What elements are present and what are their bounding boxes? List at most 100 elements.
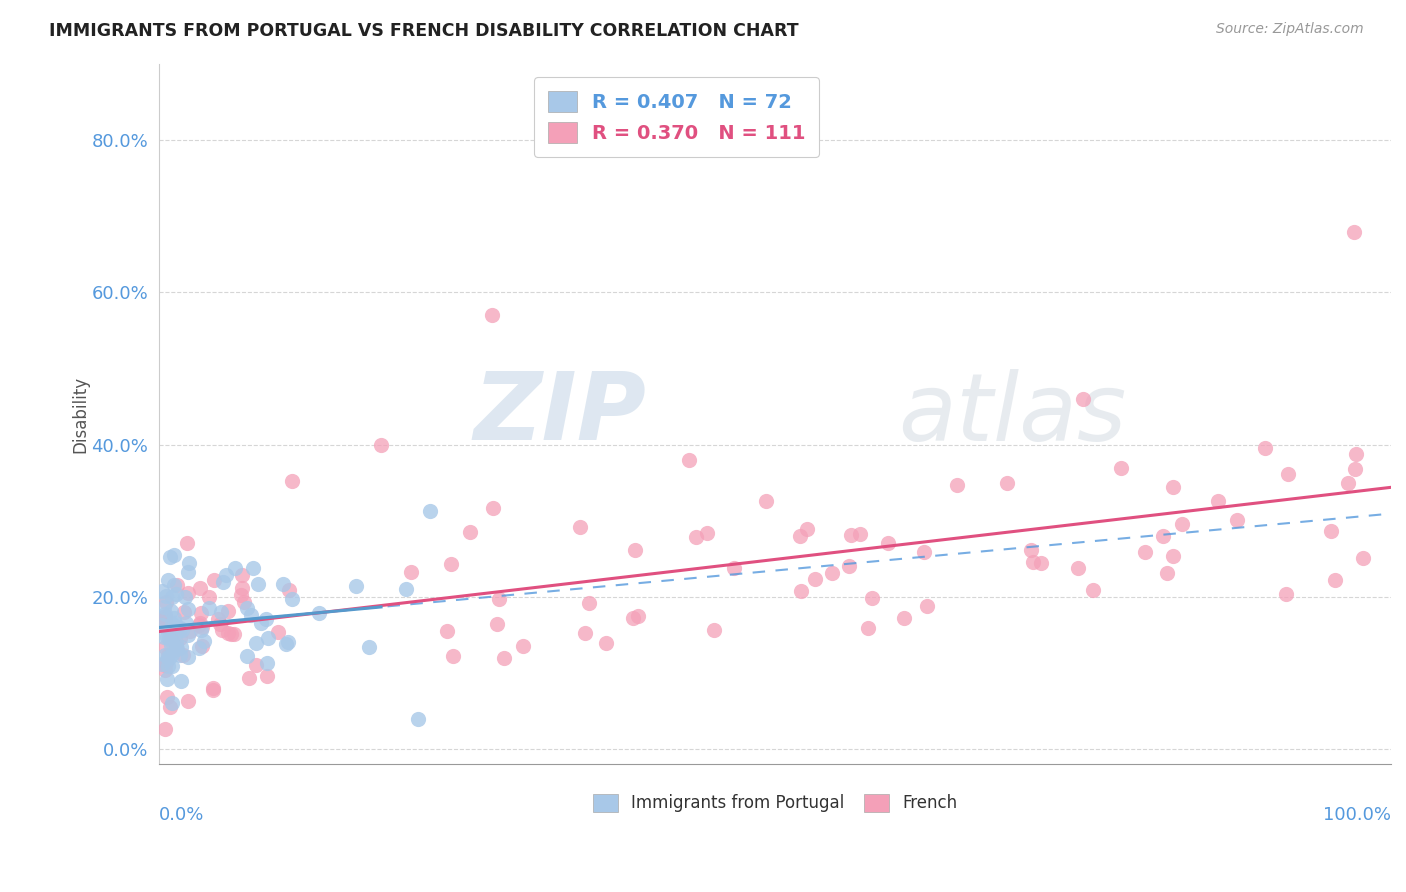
Point bbox=[160, 638, 183, 652]
Point bbox=[159, 550, 181, 565]
Point bbox=[1071, 392, 1094, 406]
Point bbox=[172, 648, 194, 662]
Point bbox=[804, 572, 827, 586]
Point bbox=[179, 624, 201, 639]
Point bbox=[169, 631, 191, 645]
Point bbox=[789, 529, 811, 543]
Point bbox=[169, 648, 191, 662]
Point bbox=[399, 565, 422, 579]
Point bbox=[165, 626, 187, 640]
Point bbox=[1344, 447, 1367, 461]
Point bbox=[1152, 529, 1174, 543]
Point bbox=[1351, 550, 1374, 565]
Point bbox=[494, 650, 516, 665]
Point bbox=[267, 625, 290, 640]
Point bbox=[163, 611, 186, 625]
Point bbox=[277, 634, 299, 648]
Point bbox=[839, 528, 862, 542]
Text: ZIP: ZIP bbox=[472, 368, 645, 460]
Point bbox=[877, 535, 900, 549]
Point bbox=[177, 694, 200, 708]
Point bbox=[152, 630, 174, 644]
Point bbox=[1019, 543, 1042, 558]
Point bbox=[190, 606, 212, 620]
Point bbox=[1254, 441, 1277, 455]
Point bbox=[256, 656, 278, 670]
Point bbox=[156, 690, 179, 705]
Point bbox=[277, 582, 299, 597]
Point bbox=[176, 536, 198, 550]
Point bbox=[1206, 493, 1229, 508]
Point bbox=[157, 648, 180, 663]
Point bbox=[188, 582, 211, 596]
Point bbox=[250, 616, 273, 631]
Point bbox=[177, 566, 200, 580]
Point bbox=[790, 583, 813, 598]
Point bbox=[209, 617, 232, 632]
Point bbox=[946, 477, 969, 491]
Text: atlas: atlas bbox=[898, 368, 1126, 459]
Point bbox=[1161, 480, 1184, 494]
Point bbox=[165, 639, 187, 653]
Point bbox=[820, 566, 842, 581]
Point bbox=[512, 639, 534, 653]
Point bbox=[860, 591, 883, 605]
Point bbox=[685, 530, 707, 544]
Point bbox=[703, 623, 725, 637]
Point bbox=[280, 475, 302, 489]
Point bbox=[627, 608, 650, 623]
Point bbox=[1343, 225, 1365, 239]
Point bbox=[155, 594, 177, 608]
Point bbox=[202, 681, 225, 695]
Point bbox=[1344, 462, 1367, 476]
Text: Source: ZipAtlas.com: Source: ZipAtlas.com bbox=[1216, 22, 1364, 37]
Point bbox=[157, 651, 180, 665]
Point bbox=[281, 592, 304, 607]
Point bbox=[155, 655, 177, 669]
Point bbox=[1337, 476, 1360, 491]
Point bbox=[621, 611, 644, 625]
Y-axis label: Disability: Disability bbox=[72, 376, 89, 453]
Point bbox=[224, 561, 246, 575]
Point bbox=[755, 493, 778, 508]
Point bbox=[406, 712, 429, 726]
Point bbox=[915, 599, 938, 614]
Point bbox=[191, 639, 214, 653]
Point bbox=[163, 615, 186, 630]
Point bbox=[190, 616, 212, 631]
Point bbox=[912, 545, 935, 559]
Point bbox=[155, 658, 177, 673]
Point bbox=[256, 668, 278, 682]
Point bbox=[1081, 583, 1104, 598]
Point bbox=[481, 308, 503, 322]
Point bbox=[233, 595, 256, 609]
Text: 0.0%: 0.0% bbox=[159, 806, 205, 824]
Point bbox=[893, 610, 915, 624]
Point bbox=[156, 574, 179, 588]
Point bbox=[245, 636, 267, 650]
Point bbox=[217, 604, 239, 618]
Point bbox=[441, 648, 464, 663]
Point bbox=[1156, 566, 1178, 580]
Point bbox=[177, 557, 200, 571]
Point bbox=[578, 596, 600, 610]
Point bbox=[1275, 586, 1298, 600]
Point bbox=[198, 601, 221, 615]
Point bbox=[155, 618, 177, 632]
Point bbox=[370, 437, 392, 451]
Point bbox=[245, 657, 267, 672]
Point bbox=[193, 634, 215, 648]
Point bbox=[1133, 545, 1156, 559]
Point bbox=[191, 619, 214, 633]
Point bbox=[723, 561, 745, 575]
Point bbox=[1022, 555, 1045, 569]
Point bbox=[212, 575, 235, 590]
Point bbox=[440, 557, 463, 571]
Point bbox=[174, 615, 197, 630]
Point bbox=[211, 623, 233, 637]
Point bbox=[177, 586, 200, 600]
Point bbox=[156, 658, 179, 673]
Point bbox=[357, 640, 380, 655]
Legend: Immigrants from Portugal, French: Immigrants from Portugal, French bbox=[586, 787, 965, 819]
Point bbox=[156, 650, 179, 665]
